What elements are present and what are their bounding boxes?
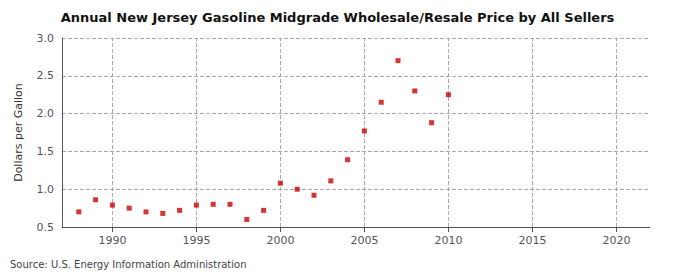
svg-text:2005: 2005 (350, 234, 378, 247)
svg-text:2.0: 2.0 (37, 107, 55, 120)
svg-text:Dollars per Gallon: Dollars per Gallon (12, 83, 25, 182)
svg-text:1.0: 1.0 (37, 183, 55, 196)
svg-text:2010: 2010 (434, 234, 462, 247)
svg-text:3.0: 3.0 (37, 32, 55, 45)
svg-text:0.5: 0.5 (37, 221, 55, 234)
svg-text:2000: 2000 (266, 234, 294, 247)
svg-text:Source: U.S. Energy Informatio: Source: U.S. Energy Information Administ… (10, 259, 247, 270)
svg-text:1.5: 1.5 (37, 145, 55, 158)
svg-text:2.5: 2.5 (37, 69, 55, 82)
svg-text:1990: 1990 (98, 234, 126, 247)
svg-text:1995: 1995 (182, 234, 210, 247)
svg-text:2015: 2015 (518, 234, 546, 247)
svg-text:Annual New Jersey Gasoline Mid: Annual New Jersey Gasoline Midgrade Whol… (61, 10, 615, 25)
svg-text:2020: 2020 (602, 234, 630, 247)
